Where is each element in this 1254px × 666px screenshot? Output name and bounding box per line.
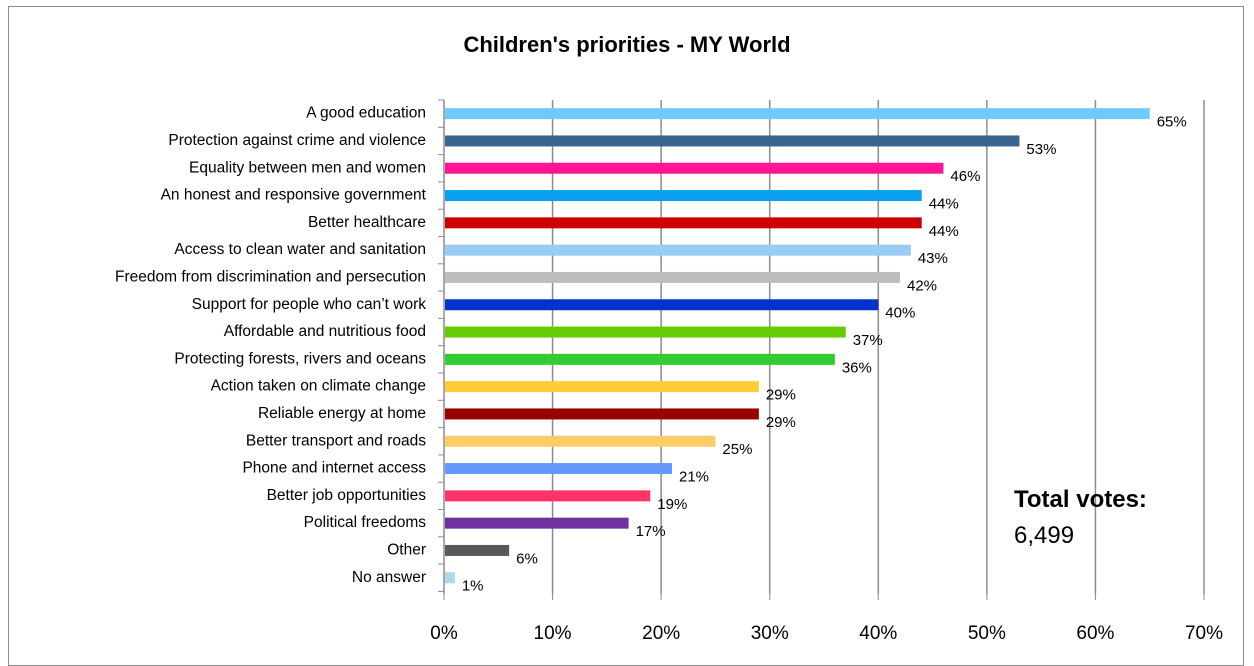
bar [445, 544, 510, 556]
bar [445, 490, 651, 502]
category-label: Freedom from discrimination and persecut… [115, 269, 426, 286]
x-tick-label: 30% [751, 623, 789, 644]
bar [445, 381, 759, 393]
category-label: Better healthcare [308, 214, 426, 231]
bar [445, 326, 846, 338]
x-tick-label: 20% [642, 623, 680, 644]
bar [445, 271, 900, 283]
bar [445, 135, 1020, 147]
data-label: 42% [907, 277, 937, 294]
data-label: 29% [766, 387, 796, 404]
data-label: 29% [766, 414, 796, 431]
bar [445, 353, 835, 365]
category-label: Access to clean water and sanitation [174, 241, 426, 258]
grid-lines [551, 100, 1205, 594]
category-label: Protection against crime and violence [168, 132, 426, 149]
data-label: 36% [842, 359, 872, 376]
category-label: An honest and responsive government [161, 187, 427, 204]
x-tick-label: 70% [1185, 623, 1223, 644]
category-label: Equality between men and women [189, 159, 426, 176]
category-label: Political freedoms [304, 514, 427, 531]
category-label: Better job opportunities [267, 487, 427, 504]
bar [445, 244, 911, 256]
x-tick-label: 60% [1076, 623, 1114, 644]
data-label: 37% [853, 332, 883, 349]
x-tick-label: 50% [968, 623, 1006, 644]
bar [445, 517, 629, 529]
bar [445, 463, 672, 475]
category-label: Support for people who can’t work [192, 296, 427, 313]
data-label: 25% [722, 441, 752, 458]
category-label: No answer [352, 569, 426, 586]
data-label: 46% [950, 168, 980, 185]
data-label: 44% [929, 196, 959, 213]
data-label: 19% [657, 496, 687, 513]
bar [445, 435, 716, 447]
data-label: 40% [885, 305, 915, 322]
category-label: Better transport and roads [246, 432, 426, 449]
data-label: 65% [1157, 114, 1187, 131]
x-tick-label: 10% [534, 623, 572, 644]
bar [445, 572, 455, 584]
category-label: Phone and internet access [242, 460, 426, 477]
bar [445, 162, 944, 174]
bar [445, 299, 879, 311]
chart-title: Children's priorities - MY World [463, 32, 791, 57]
category-label: Action taken on climate change [211, 378, 426, 395]
category-label: A good education [306, 105, 426, 122]
bar [445, 190, 922, 202]
axes [438, 99, 1205, 600]
category-label: Other [387, 542, 426, 559]
data-label: 17% [636, 523, 666, 540]
category-label: Protecting forests, rivers and oceans [174, 350, 426, 367]
total-votes-label: Total votes: [1014, 486, 1147, 513]
data-label: 53% [1026, 141, 1056, 158]
bar [445, 217, 922, 229]
bar [445, 108, 1150, 120]
category-label: Affordable and nutritious food [224, 323, 426, 340]
x-tick-label: 40% [859, 623, 897, 644]
data-label: 21% [679, 469, 709, 486]
data-label: 43% [918, 250, 948, 267]
bar [445, 408, 759, 420]
total-votes-value: 6,499 [1014, 522, 1075, 549]
data-label: 1% [462, 578, 484, 595]
x-tick-label: 0% [430, 623, 458, 644]
data-label: 44% [929, 223, 959, 240]
bars [445, 108, 1150, 584]
labels: 0% 10% 20% 30% 40% 50% 60% 70% A good education 6… [115, 105, 1223, 644]
data-label: 6% [516, 550, 538, 567]
category-label: Reliable energy at home [258, 405, 426, 422]
